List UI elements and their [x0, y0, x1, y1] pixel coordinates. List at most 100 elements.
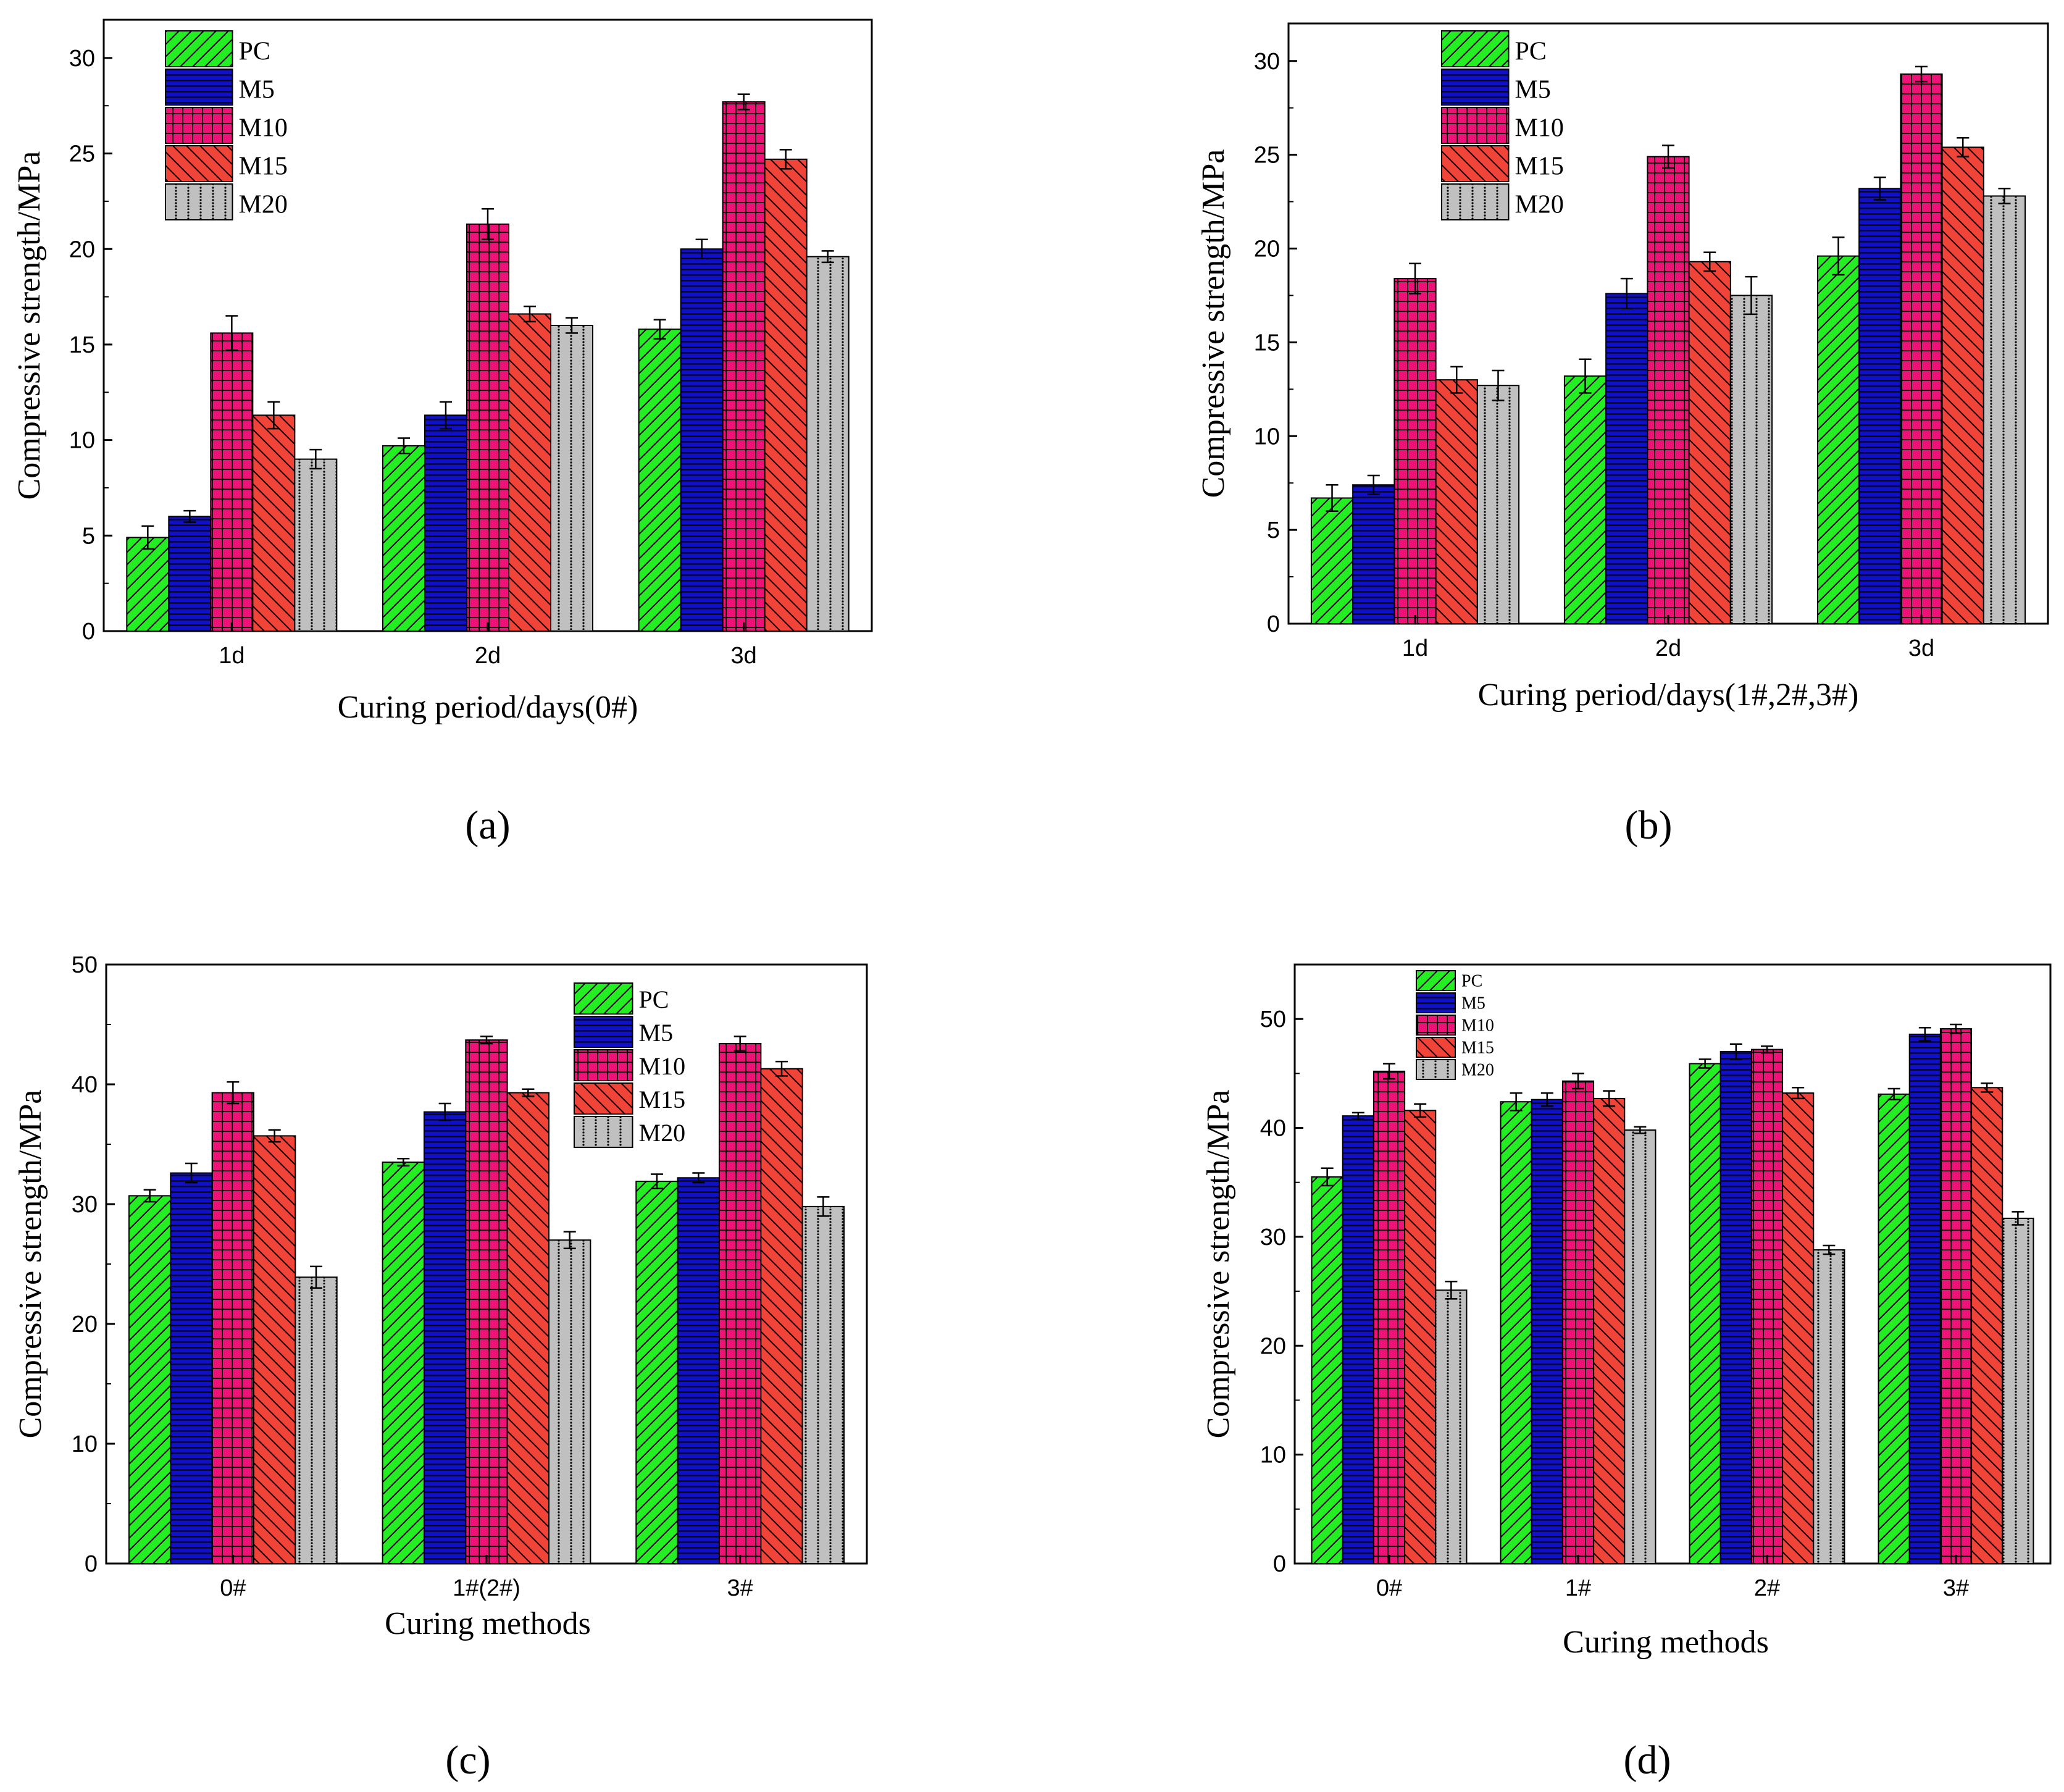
chart-panel-b: Curing period/days(1#,2#,3#) Compressive…	[1196, 22, 2049, 848]
legend-swatch-M20	[1416, 1059, 1456, 1080]
legend: PC M5 M10 M15 M20	[1416, 970, 1494, 1080]
bar-M15-3d	[764, 158, 808, 632]
bar-M10-3#	[718, 1043, 762, 1565]
legend-label-M15: M15	[239, 152, 288, 180]
legend-label-PC: PC	[1461, 972, 1482, 991]
legend-label-M15: M15	[1515, 152, 1564, 180]
legend-swatch-M20	[165, 183, 233, 220]
bar-M10-3d	[1900, 73, 1943, 624]
legend-label-PC: PC	[639, 986, 669, 1013]
x-axis-title: Curing methods	[1563, 1625, 1769, 1660]
y-tick-label: 30	[1254, 49, 1280, 75]
y-tick-label: 10	[1260, 1442, 1286, 1468]
legend-label-M20: M20	[639, 1119, 686, 1147]
bar-M20-3d	[1983, 195, 2026, 624]
bar-PC-3d	[1816, 255, 1860, 624]
y-tick-label: 30	[69, 46, 95, 72]
legend-label-PC: PC	[1515, 37, 1547, 65]
bar-PC-1#	[1500, 1101, 1532, 1564]
legend-label-M10: M10	[1515, 114, 1564, 142]
bar-M15-2d	[1688, 261, 1731, 624]
bar-M5-1#(2#)	[423, 1111, 467, 1564]
bar-PC-0#	[1311, 1176, 1343, 1564]
x-tick-label: 1d	[1402, 635, 1428, 661]
legend-label-M20: M20	[239, 190, 288, 219]
legend-label-M20: M20	[1461, 1061, 1494, 1080]
x-tick-label: 1#	[1565, 1575, 1591, 1601]
y-axis-title: Compressive strength/MPa	[13, 1090, 48, 1439]
y-tick-label: 10	[69, 428, 95, 454]
bar-M5-2d	[1605, 293, 1648, 624]
legend-swatch-PC	[574, 982, 633, 1015]
y-tick-label: 0	[82, 619, 95, 645]
bar-M10-2d	[1647, 156, 1690, 625]
bar-M5-0#	[170, 1172, 213, 1565]
legend-label-M5: M5	[1515, 75, 1551, 104]
panel-label: (c)	[445, 1738, 490, 1783]
bar-M20-1d	[294, 458, 338, 632]
legend: PC M5 M10 M15 M20	[574, 982, 686, 1148]
bar-M10-1d	[210, 332, 254, 632]
legend-swatch-M20	[1441, 183, 1510, 220]
bar-M20-2d	[1729, 295, 1773, 624]
x-tick-label: 0#	[220, 1575, 246, 1601]
bar-PC-1#(2#)	[382, 1162, 425, 1564]
y-tick-label: 5	[82, 523, 95, 549]
panel-label: (b)	[1625, 803, 1673, 848]
bar-M5-3d	[680, 248, 724, 632]
legend-swatch-M15	[1416, 1037, 1456, 1058]
bar-M20-2#	[1813, 1249, 1845, 1565]
y-tick-label: 50	[1260, 1007, 1286, 1032]
bar-M10-3#	[1939, 1028, 1973, 1564]
legend-swatch-M5	[1416, 992, 1456, 1013]
y-tick-label: 40	[72, 1072, 98, 1098]
legend-swatch-M15	[574, 1082, 633, 1115]
x-tick-label: 3d	[731, 643, 757, 669]
bar-M10-0#	[211, 1092, 255, 1564]
y-tick-label: 0	[1267, 611, 1280, 637]
bar-M20-0#	[1435, 1289, 1468, 1565]
legend-label-M10: M10	[1461, 1016, 1494, 1036]
panel-label: (a)	[465, 803, 510, 848]
bar-M5-3d	[1858, 188, 1902, 624]
bar-PC-2d	[1563, 375, 1607, 624]
bar-PC-3#	[1878, 1093, 1910, 1564]
bar-PC-1d	[1310, 497, 1354, 624]
bar-M20-2d	[550, 325, 594, 632]
legend-swatch-PC	[1416, 970, 1456, 991]
bar-M10-1#	[1561, 1080, 1595, 1564]
bar-M15-1#(2#)	[506, 1092, 550, 1564]
x-tick-label: 2d	[475, 643, 501, 669]
legend-label-M5: M5	[639, 1019, 674, 1047]
x-axis-title: Curing methods	[385, 1606, 591, 1641]
y-axis-title: Compressive strength/MPa	[12, 151, 47, 500]
legend-swatch-M5	[165, 69, 233, 106]
bar-PC-3d	[638, 329, 682, 632]
bar-M5-0#	[1342, 1115, 1374, 1565]
legend-swatch-M20	[574, 1116, 633, 1148]
bar-M10-2#	[1750, 1049, 1784, 1564]
bar-M10-2d	[466, 224, 510, 632]
bar-M15-1d	[1435, 379, 1478, 624]
y-tick-label: 5	[1267, 517, 1280, 543]
bar-M20-3#	[2002, 1217, 2034, 1564]
legend-swatch-M5	[1441, 69, 1510, 106]
x-tick-label: 2#	[1754, 1575, 1780, 1601]
bar-M5-2#	[1719, 1051, 1752, 1565]
bar-M20-3d	[806, 256, 850, 632]
x-axis-title: Curing period/days(1#,2#,3#)	[1478, 677, 1859, 713]
bar-M15-0#	[1404, 1110, 1437, 1564]
chart-panel-c: Curing methods Compressive strength/MPa …	[13, 952, 868, 1783]
legend-label-M5: M5	[239, 75, 275, 104]
bar-PC-0#	[128, 1195, 172, 1565]
legend-swatch-M10	[574, 1049, 633, 1081]
bar-PC-1d	[126, 537, 170, 632]
bar-M5-3#	[677, 1177, 720, 1564]
legend: PC M5 M10 M15 M20	[1441, 30, 1564, 220]
bar-M15-3#	[1971, 1087, 2003, 1564]
bar-M15-2#	[1782, 1092, 1815, 1565]
bar-PC-3#	[635, 1181, 679, 1564]
x-tick-label: 1d	[219, 643, 244, 669]
legend-swatch-M5	[574, 1016, 633, 1048]
bar-M15-1#	[1593, 1097, 1626, 1564]
